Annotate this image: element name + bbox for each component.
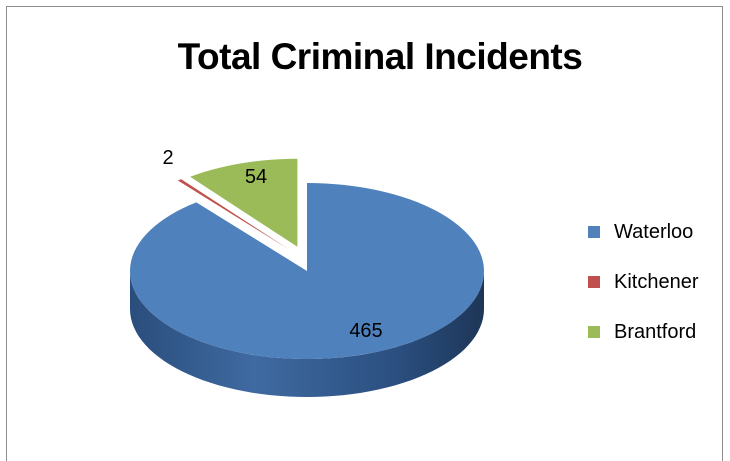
legend-swatch-brantford (588, 326, 600, 338)
data-label-kitchener: 2 (162, 147, 173, 169)
legend-label-kitchener: Kitchener (614, 271, 699, 293)
chart-title: Total Criminal Incidents (177, 36, 583, 77)
legend-label-waterloo: Waterloo (614, 221, 694, 243)
data-label-brantford: 54 (245, 166, 267, 188)
pie-slice-brantford (190, 158, 298, 247)
chart-border (6, 6, 723, 461)
legend-label-brantford: Brantford (614, 321, 697, 343)
legend-swatch-kitchener (588, 276, 600, 288)
data-label-waterloo: 465 (349, 320, 382, 342)
legend-swatch-waterloo (588, 226, 600, 238)
pie-side-waterloo (130, 271, 484, 397)
pie-slice-kitchener (177, 179, 289, 250)
pie-slice-waterloo (130, 183, 484, 359)
